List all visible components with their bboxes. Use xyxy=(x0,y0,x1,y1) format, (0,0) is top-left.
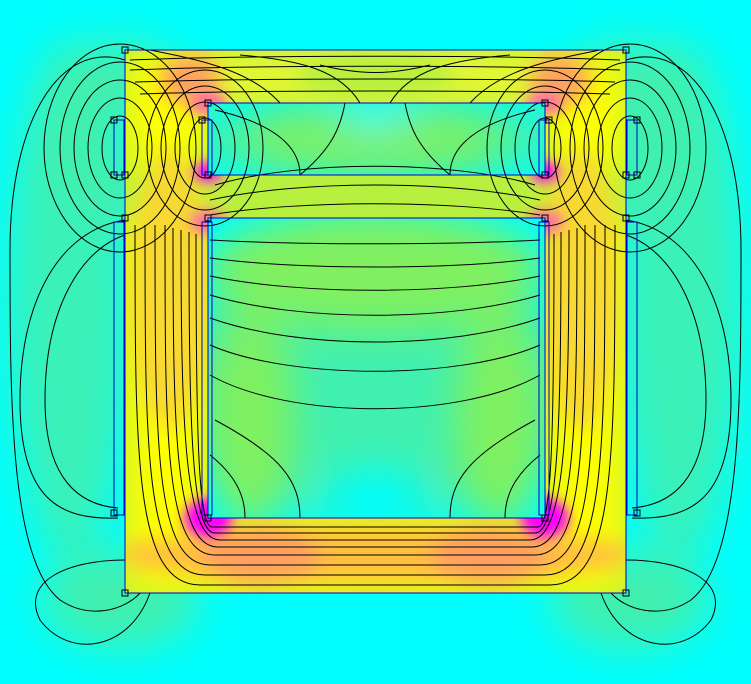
coil-upper-right-outer xyxy=(626,119,638,176)
coil-lower-left-outer xyxy=(113,221,125,516)
core-outer-boundary xyxy=(124,49,627,594)
geometry-outline xyxy=(113,49,638,594)
node-markers xyxy=(110,46,641,597)
coil-lower-right-outer xyxy=(626,221,638,516)
lower-window xyxy=(207,217,546,519)
coil-upper-right-inner xyxy=(538,119,550,176)
coil-upper-left-inner xyxy=(201,119,213,176)
flux-lines xyxy=(9,43,742,645)
upper-window xyxy=(207,102,546,176)
coil-upper-left-outer xyxy=(113,119,125,176)
